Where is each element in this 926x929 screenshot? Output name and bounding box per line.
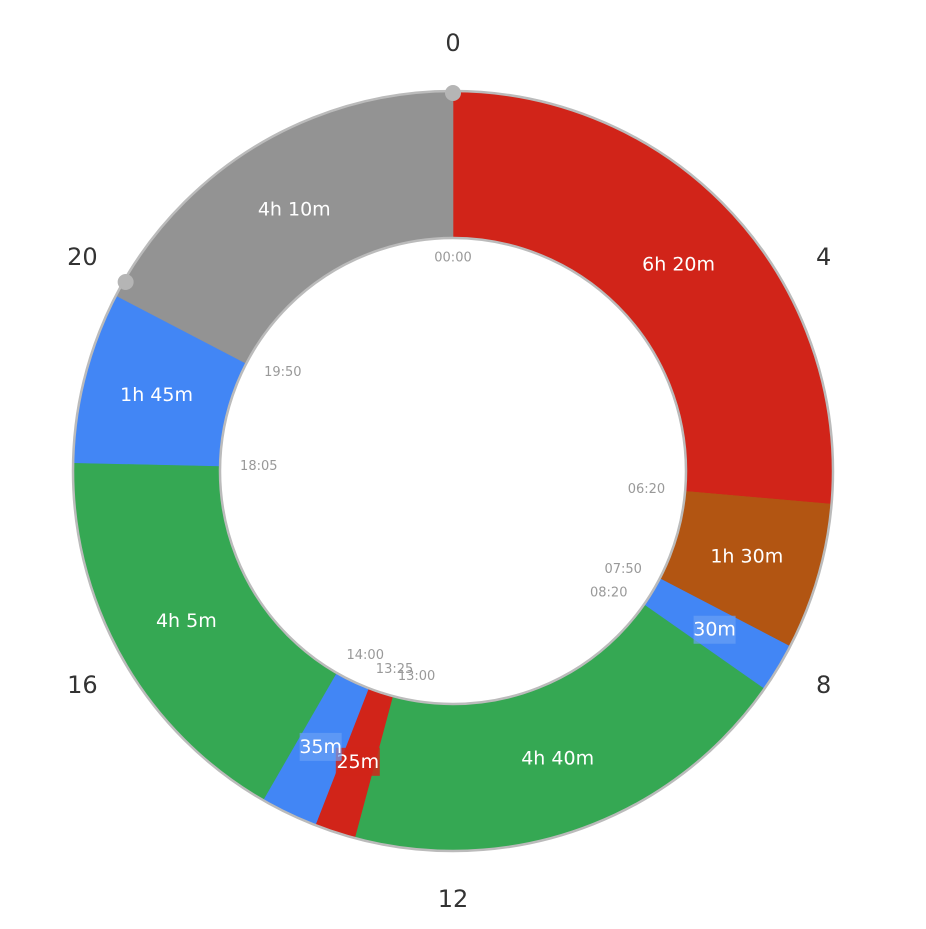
time-label-0620: 06:20 xyxy=(628,482,665,497)
duration-label: 30m xyxy=(693,619,736,641)
handle-marker-2000[interactable] xyxy=(117,274,134,290)
duration-label: 4h 40m xyxy=(521,748,594,770)
hour-label-12: 12 xyxy=(438,885,469,913)
time-label-1400: 14:00 xyxy=(347,648,384,663)
duration-label: 1h 30m xyxy=(710,546,783,568)
hour-tick-labels: 0 4 8 12 16 20 xyxy=(67,29,831,913)
time-label-1300: 13:00 xyxy=(398,669,435,684)
duration-label-box xyxy=(693,615,736,644)
duration-label: 4h 10m xyxy=(258,198,331,220)
duration-label-box xyxy=(299,732,342,761)
hour-label-4: 4 xyxy=(816,243,831,271)
duration-label: 4h 5m xyxy=(156,610,217,632)
hour-label-16: 16 xyxy=(67,671,98,699)
time-label-1950: 19:50 xyxy=(264,365,301,380)
handle-markers xyxy=(117,85,461,290)
duration-label-box xyxy=(335,747,380,776)
handle-marker-0000[interactable] xyxy=(445,85,461,101)
inner-ring xyxy=(218,236,688,706)
time-label-1325: 13:25 xyxy=(376,662,413,677)
hour-label-8: 8 xyxy=(816,671,831,699)
time-label-0820: 08:20 xyxy=(590,586,627,601)
time-label-0000: 00:00 xyxy=(434,251,471,266)
time-label-0750: 07:50 xyxy=(604,562,641,577)
segment-0000-0620[interactable] xyxy=(452,90,834,505)
duration-label: 6h 20m xyxy=(642,253,715,275)
hour-label-20: 20 xyxy=(67,243,98,271)
duration-label: 25m xyxy=(336,751,379,773)
duration-label: 1h 45m xyxy=(120,384,193,406)
time-label-1805: 18:05 xyxy=(240,459,277,474)
segments-group xyxy=(72,90,834,852)
hour-label-0: 0 xyxy=(445,29,460,57)
duration-label: 35m xyxy=(299,736,342,758)
